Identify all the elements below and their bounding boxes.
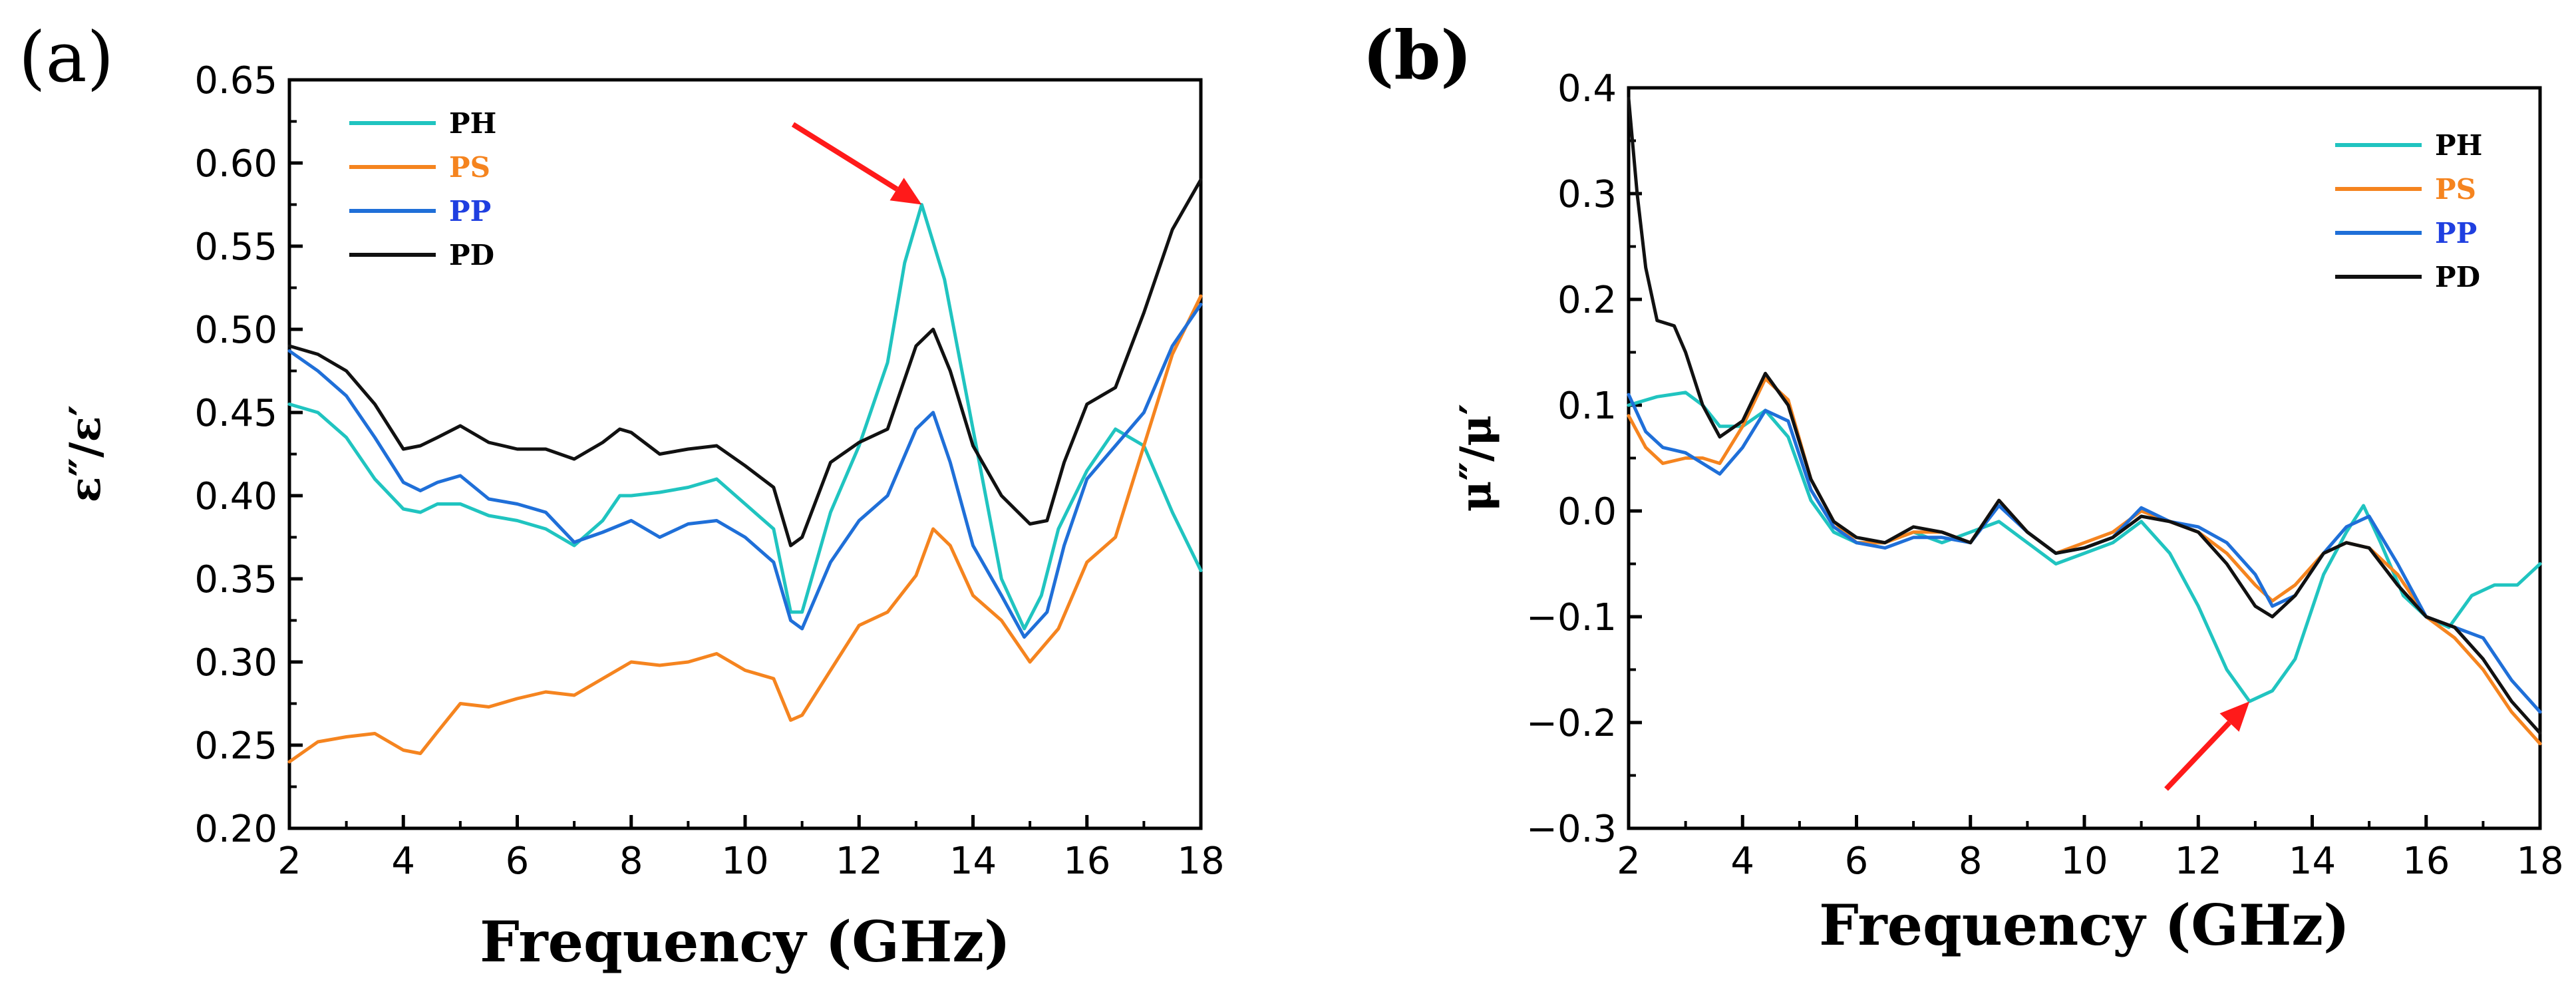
panel-a-x-tick-label: 2: [277, 840, 301, 883]
panel-b-series-pd: [1627, 96, 2542, 735]
panel-a-y-tick-label: 0.20: [194, 808, 277, 851]
panel-a-x-tick-label: 12: [836, 840, 883, 883]
panel-a-x-tick-label: 6: [506, 840, 530, 883]
panel-a-axes-frame: [287, 78, 1203, 830]
panel-b-x-tick-label: 14: [2289, 840, 2336, 883]
panel-a-series-pp: [287, 303, 1203, 639]
panel-a-x-tick-label: 16: [1063, 840, 1110, 883]
panel-b-y-tick-label: −0.2: [1526, 702, 1617, 745]
legend-label-ps: PS: [2435, 173, 2476, 206]
panel-b-y-tick-label: −0.3: [1526, 808, 1617, 851]
panel-b-y-axis-title: μ″/μ′: [1451, 404, 1501, 512]
panel-a-series-ph: [287, 203, 1203, 631]
panel-a-y-tick-label: 0.55: [194, 226, 277, 269]
arrow-shaft: [2164, 721, 2231, 791]
panel-a-x-tick-label: 10: [721, 840, 768, 883]
panel-a-y-tick-label: 0.65: [194, 59, 277, 102]
panel-b-x-tick-label: 2: [1617, 840, 1641, 883]
panel-a-y-tick-label: 0.40: [194, 475, 277, 518]
panel-b-y-tick-label: 0.1: [1557, 385, 1617, 428]
panel-b-y-tick-label: 0.3: [1557, 173, 1617, 216]
panel-a-series: [287, 178, 1203, 764]
panel-b-x-tick-label: 6: [1845, 840, 1869, 883]
panel-b-series: [1627, 96, 2542, 746]
panel-a: (a) 2 4 6 8 10 12 14 16 18 0.20 0.25 0.30 0.35 0.40 0.…: [19, 17, 1225, 975]
panel-a-x-axis-title: Frequency (GHz): [480, 909, 1011, 975]
panel-a-y-tick-label: 0.60: [194, 142, 277, 186]
panel-a-series-pd: [287, 178, 1203, 548]
panel-a-series-ps: [287, 294, 1203, 764]
panel-a-y-axis-title: ε″/ε′: [61, 405, 110, 503]
panel-b-x-tick-label: 10: [2060, 840, 2108, 883]
panel-b-y-tick-label: 0.4: [1557, 67, 1617, 110]
panel-b-y-tick-label: 0.2: [1557, 279, 1617, 322]
legend-label-ph: PH: [449, 107, 496, 140]
panel-a-x-tick-label: 8: [619, 840, 643, 883]
arrow-head: [2219, 701, 2250, 732]
panel-a-y-tick-label: 0.35: [194, 558, 277, 601]
panel-a-label: (a): [19, 17, 114, 98]
panel-a-x-tick-label: 4: [391, 840, 415, 883]
panel-a-legend: PH PS PP PD: [349, 107, 496, 271]
panel-b-axes-frame: [1627, 86, 2542, 830]
panel-a-x-tick-label: 18: [1177, 840, 1224, 883]
panel-b-series-ps: [1627, 377, 2542, 746]
panel-b-x-tick-label: 12: [2175, 840, 2222, 883]
arrow-shaft: [791, 122, 899, 192]
panel-b-x-axis-title: Frequency (GHz): [1819, 892, 2350, 958]
legend-label-pp: PP: [2435, 217, 2477, 249]
panel-b-y-tick-label: −0.1: [1526, 596, 1617, 639]
legend-label-pp: PP: [449, 195, 491, 228]
panel-b-label: (b): [1363, 16, 1472, 94]
panel-a-y-tick-label: 0.30: [194, 641, 277, 685]
legend-label-pd: PD: [449, 239, 494, 271]
panel-b: (b) 2 4 6 8 10 12 14 16 18 −0.3 −0.2 −0.1 0.0 0.1 0.2 0…: [1363, 16, 2564, 958]
panel-b-x-tick-label: 8: [1959, 840, 1983, 883]
panel-a-y-tick-label: 0.50: [194, 309, 277, 352]
panel-a-y-tick-label: 0.25: [194, 725, 277, 768]
panel-b-legend: PH PS PP PD: [2335, 129, 2482, 293]
panel-a-ticks: 2 4 6 8 10 12 14 16 18 0.20 0.25 0.30 0.35 0.40 0.45 0.…: [194, 59, 1224, 883]
panel-b-ticks: 2 4 6 8 10 12 14 16 18 −0.3 −0.2 −0.1 0.0 0.1 0.2 0.3 0.…: [1526, 67, 2564, 883]
arrow-head: [889, 178, 922, 205]
panel-b-x-tick-label: 4: [1730, 840, 1754, 883]
legend-label-pd: PD: [2435, 261, 2480, 293]
panel-a-annotation-arrow: [791, 122, 922, 205]
panel-b-x-tick-label: 16: [2402, 840, 2450, 883]
panel-a-x-tick-label: 14: [949, 840, 997, 883]
panel-b-annotation-arrow: [2164, 701, 2250, 791]
legend-label-ps: PS: [449, 151, 490, 184]
panel-b-y-tick-label: 0.0: [1557, 490, 1617, 534]
panel-b-x-tick-label: 18: [2516, 840, 2563, 883]
legend-label-ph: PH: [2435, 129, 2482, 162]
panel-a-y-tick-label: 0.45: [194, 392, 277, 435]
